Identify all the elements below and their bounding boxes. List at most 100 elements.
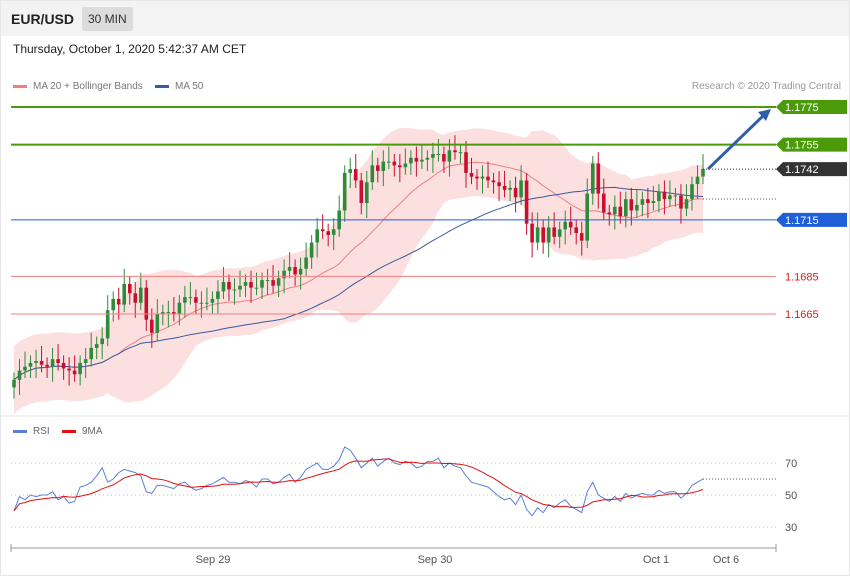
candle-body xyxy=(238,285,242,290)
candle-body xyxy=(276,278,281,286)
candle-body xyxy=(128,283,132,294)
candle-body xyxy=(684,199,689,209)
candle-body xyxy=(596,163,601,194)
candle-body xyxy=(447,150,452,162)
ma20-swatch xyxy=(13,84,27,88)
candle-body xyxy=(425,157,430,160)
candle-body xyxy=(679,195,683,209)
candle-body xyxy=(265,280,270,282)
candle-body xyxy=(105,310,110,339)
candle-body xyxy=(188,297,193,299)
candle-body xyxy=(282,270,286,279)
candle-body xyxy=(502,186,507,190)
candle-body xyxy=(177,302,182,314)
candle-body xyxy=(442,154,446,162)
candle-body xyxy=(585,193,589,241)
x-tick-label: Sep 30 xyxy=(418,554,453,566)
legend-rsi: RSI xyxy=(13,426,50,437)
candle-body xyxy=(530,223,534,243)
legend-ma50: MA 50 xyxy=(155,81,203,92)
level-label-1.1755: 1.1755 xyxy=(785,140,819,152)
candle-body xyxy=(326,231,330,235)
candle-body xyxy=(508,187,512,190)
candle-body xyxy=(486,176,490,181)
candle-body xyxy=(23,366,27,371)
candle-body xyxy=(695,176,700,185)
candle-body xyxy=(78,362,82,375)
candle-body xyxy=(122,283,126,305)
x-tick-label: Oct 6 xyxy=(713,554,739,566)
candle-body xyxy=(100,338,104,345)
candle-body xyxy=(690,184,694,200)
candle-body xyxy=(144,287,149,320)
candle-body xyxy=(646,199,650,203)
candle-body xyxy=(260,280,264,288)
candle-body xyxy=(657,191,661,202)
candle-body xyxy=(243,282,248,286)
candle-body xyxy=(39,361,44,365)
candle-body xyxy=(662,191,667,200)
legend-ma20: MA 20 + Bollinger Bands xyxy=(13,81,143,92)
level-tag-1.1755 xyxy=(776,137,847,152)
candle-body xyxy=(348,169,352,173)
candle-body xyxy=(701,169,705,177)
candle-body xyxy=(491,180,496,183)
candle-body xyxy=(480,176,485,179)
candle-body xyxy=(414,157,419,162)
candle-body xyxy=(579,233,584,241)
candle-body xyxy=(591,163,595,194)
candle-body xyxy=(431,154,435,158)
forecast-arrow-shaft xyxy=(706,112,767,171)
forecast-arrow-head xyxy=(758,109,771,121)
symbol-title: EUR/USD xyxy=(11,11,75,27)
candle-body xyxy=(72,370,77,375)
candle-body xyxy=(464,152,468,173)
candle-body xyxy=(563,221,567,230)
candle-body xyxy=(293,267,297,275)
candle-body xyxy=(668,195,672,200)
candle-body xyxy=(541,227,545,243)
legend-ma20-label: MA 20 + Bollinger Bands xyxy=(33,81,143,92)
candle-body xyxy=(513,187,518,198)
candle-body xyxy=(640,199,645,205)
candle-body xyxy=(392,161,397,166)
timeframe-badge[interactable]: 30 MIN xyxy=(82,7,133,31)
legend-ma50-label: MA 50 xyxy=(175,81,204,92)
candle-body xyxy=(111,298,115,311)
level-label-1.1685: 1.1685 xyxy=(785,271,819,283)
level-label-1.1665: 1.1665 xyxy=(785,309,819,321)
x-tick-label: Sep 29 xyxy=(196,554,231,566)
candle-body xyxy=(116,298,121,305)
candle-body xyxy=(629,199,634,211)
candle-body xyxy=(387,161,391,163)
candle-body xyxy=(309,242,314,258)
candle-body xyxy=(232,289,237,291)
candle-body xyxy=(298,268,303,275)
candle-body xyxy=(94,344,99,348)
candle-body xyxy=(602,193,606,213)
candle-body xyxy=(89,347,93,360)
candle-body xyxy=(199,302,204,304)
candle-body xyxy=(673,195,678,197)
rsi-ma-line xyxy=(13,458,704,512)
candle-body xyxy=(50,359,55,367)
candle-body xyxy=(172,312,176,314)
legend-9ma-label: 9MA xyxy=(82,426,103,437)
candle-body xyxy=(607,212,612,215)
candle-body xyxy=(365,182,369,203)
datetime-label: Thursday, October 1, 2020 5:42:37 AM CET xyxy=(13,42,247,56)
ma50-line xyxy=(13,186,704,381)
x-tick-label: Oct 1 xyxy=(643,554,669,566)
candle-body xyxy=(618,206,623,217)
header-bar xyxy=(1,1,849,36)
level-tag-1.1775 xyxy=(776,100,847,114)
candle-body xyxy=(221,282,226,292)
candle-body xyxy=(420,159,424,162)
candle-body xyxy=(133,293,138,303)
credit-text: Research © 2020 Trading Central xyxy=(691,81,841,92)
candle-body xyxy=(61,362,66,369)
candle-body xyxy=(155,314,160,333)
candle-body xyxy=(17,370,22,380)
candle-body xyxy=(436,154,441,155)
